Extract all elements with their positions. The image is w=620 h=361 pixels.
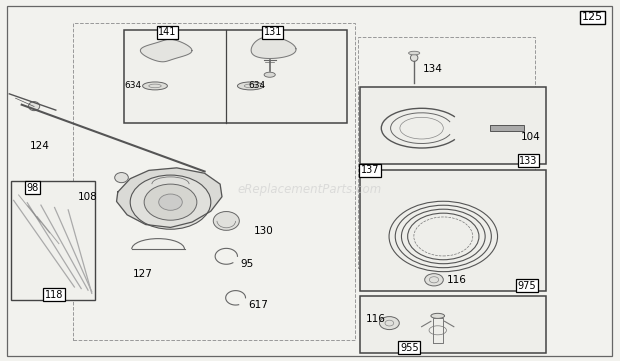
Ellipse shape [425,274,443,286]
Text: 116: 116 [446,275,466,285]
Ellipse shape [379,317,399,330]
Bar [360,296,546,353]
Text: 125: 125 [582,12,603,22]
Ellipse shape [115,173,128,183]
Bar [490,125,524,131]
Text: 127: 127 [133,269,153,279]
Bar [11,181,95,300]
Ellipse shape [130,175,211,229]
Text: 130: 130 [254,226,274,236]
Text: 131: 131 [264,27,282,38]
Ellipse shape [409,51,420,55]
Ellipse shape [144,184,197,220]
Ellipse shape [159,194,182,210]
Text: 124: 124 [30,141,50,151]
Bar [124,30,347,123]
Text: 104: 104 [521,132,541,142]
Polygon shape [251,37,296,58]
Ellipse shape [264,72,275,77]
Ellipse shape [29,101,40,110]
Text: eReplacementParts.com: eReplacementParts.com [238,183,382,196]
Text: 108: 108 [78,192,98,202]
Bar [73,23,355,340]
Text: 133: 133 [519,156,538,166]
Ellipse shape [213,212,239,230]
Ellipse shape [431,313,445,318]
Bar [358,37,535,268]
Text: 118: 118 [45,290,63,300]
Polygon shape [117,168,222,227]
Text: 95: 95 [241,258,254,269]
Text: 137: 137 [361,165,379,175]
Polygon shape [140,39,192,62]
Text: 116: 116 [366,314,386,325]
Text: 617: 617 [248,300,268,310]
Text: 98: 98 [26,183,38,193]
Bar [360,87,546,164]
Ellipse shape [237,82,264,90]
Ellipse shape [410,54,418,61]
Bar [360,170,546,291]
Text: 141: 141 [158,27,177,38]
Text: 634: 634 [248,82,265,90]
Text: 634: 634 [124,82,141,90]
Text: 955: 955 [400,343,419,353]
Ellipse shape [143,82,167,90]
Text: 975: 975 [518,281,536,291]
Bar [490,125,524,131]
Text: 134: 134 [423,64,443,74]
